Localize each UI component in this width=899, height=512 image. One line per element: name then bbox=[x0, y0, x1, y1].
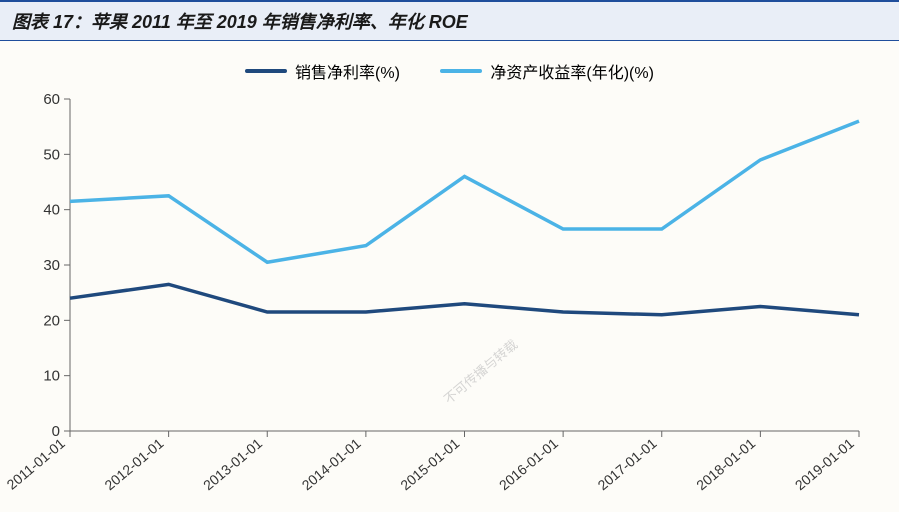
chart-area: 销售净利率(%) 净资产收益率(年化)(%) 01020304050602011… bbox=[0, 41, 899, 511]
svg-text:20: 20 bbox=[43, 312, 60, 329]
legend-label-0: 销售净利率(%) bbox=[295, 59, 400, 83]
legend-swatch-1 bbox=[440, 69, 482, 73]
svg-text:2013-01-01: 2013-01-01 bbox=[200, 435, 265, 493]
figure-title: 图表 17：苹果 2011 年至 2019 年销售净利率、年化 ROE bbox=[12, 12, 468, 32]
svg-text:2015-01-01: 2015-01-01 bbox=[397, 435, 462, 493]
legend-item-1: 净资产收益率(年化)(%) bbox=[440, 59, 654, 83]
legend: 销售净利率(%) 净资产收益率(年化)(%) bbox=[0, 59, 899, 83]
svg-text:60: 60 bbox=[43, 91, 60, 108]
legend-swatch-0 bbox=[245, 69, 287, 73]
figure-frame: 图表 17：苹果 2011 年至 2019 年销售净利率、年化 ROE 销售净利… bbox=[0, 0, 899, 512]
svg-text:2016-01-01: 2016-01-01 bbox=[496, 435, 561, 493]
svg-text:10: 10 bbox=[43, 368, 60, 385]
line-chart-svg: 01020304050602011-01-012012-01-012013-01… bbox=[0, 41, 899, 511]
svg-text:2018-01-01: 2018-01-01 bbox=[693, 435, 758, 493]
svg-text:2012-01-01: 2012-01-01 bbox=[101, 435, 166, 493]
svg-text:40: 40 bbox=[43, 202, 60, 219]
figure-header: 图表 17：苹果 2011 年至 2019 年销售净利率、年化 ROE bbox=[0, 0, 899, 41]
svg-text:不可传播与转载: 不可传播与转载 bbox=[441, 337, 520, 407]
svg-text:2017-01-01: 2017-01-01 bbox=[595, 435, 660, 493]
svg-text:2014-01-01: 2014-01-01 bbox=[299, 435, 364, 493]
svg-text:2019-01-01: 2019-01-01 bbox=[792, 435, 857, 493]
legend-label-1: 净资产收益率(年化)(%) bbox=[490, 59, 654, 83]
legend-item-0: 销售净利率(%) bbox=[245, 59, 400, 83]
svg-text:2011-01-01: 2011-01-01 bbox=[4, 435, 69, 493]
svg-text:30: 30 bbox=[43, 257, 60, 274]
svg-text:50: 50 bbox=[43, 146, 60, 163]
